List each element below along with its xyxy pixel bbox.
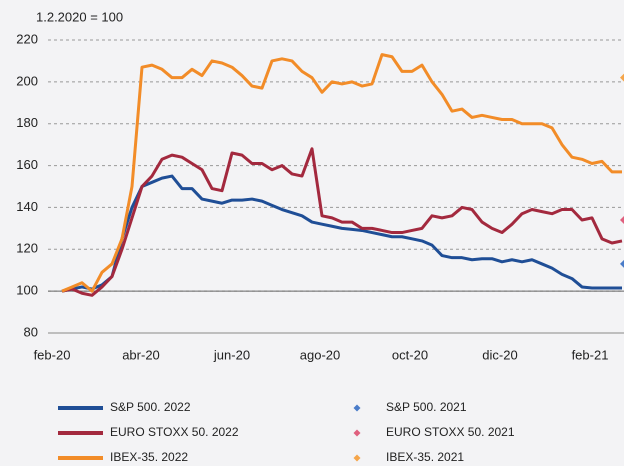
legend: S&P 500. 2022 EURO STOXX 50. 2022 IBEX-35.… xyxy=(58,400,515,464)
x-tick-label: ago-20 xyxy=(300,347,340,362)
x-tick-label: feb-21 xyxy=(572,347,609,362)
x-tick-label: oct-20 xyxy=(392,347,428,362)
x-tick-label: feb-20 xyxy=(34,347,71,362)
series-line xyxy=(61,174,622,293)
series-line xyxy=(61,53,622,293)
y-tick-label: 180 xyxy=(16,115,38,130)
annotation: 1.2.2020 = 100 xyxy=(36,9,123,24)
legend-label: EURO STOXX 50. 2022 xyxy=(110,425,239,439)
legend-marker xyxy=(353,454,361,462)
y-tick-label: 100 xyxy=(16,283,38,298)
y-tick-label: 200 xyxy=(16,73,38,88)
x-tick-label: dic-20 xyxy=(482,347,517,362)
legend-label: EURO STOXX 50. 2021 xyxy=(386,425,515,439)
y-tick-label: 160 xyxy=(16,157,38,172)
data-point xyxy=(620,215,624,224)
legend-label: S&P 500. 2022 xyxy=(110,400,191,414)
data-point xyxy=(620,259,624,268)
legend-label: IBEX-35. 2021 xyxy=(386,450,464,464)
data-point xyxy=(620,73,624,82)
legend-label: S&P 500. 2021 xyxy=(386,400,467,414)
legend-marker xyxy=(353,404,361,412)
y-tick-label: 80 xyxy=(24,324,38,339)
x-tick-label: abr-20 xyxy=(122,347,160,362)
x-tick-label: jun-20 xyxy=(213,347,250,362)
legend-label: IBEX-35. 2022 xyxy=(110,450,188,464)
legend-marker xyxy=(353,429,361,437)
series-line xyxy=(61,147,623,297)
y-tick-label: 220 xyxy=(16,31,38,46)
y-tick-label: 140 xyxy=(16,199,38,214)
y-tick-label: 120 xyxy=(16,241,38,256)
